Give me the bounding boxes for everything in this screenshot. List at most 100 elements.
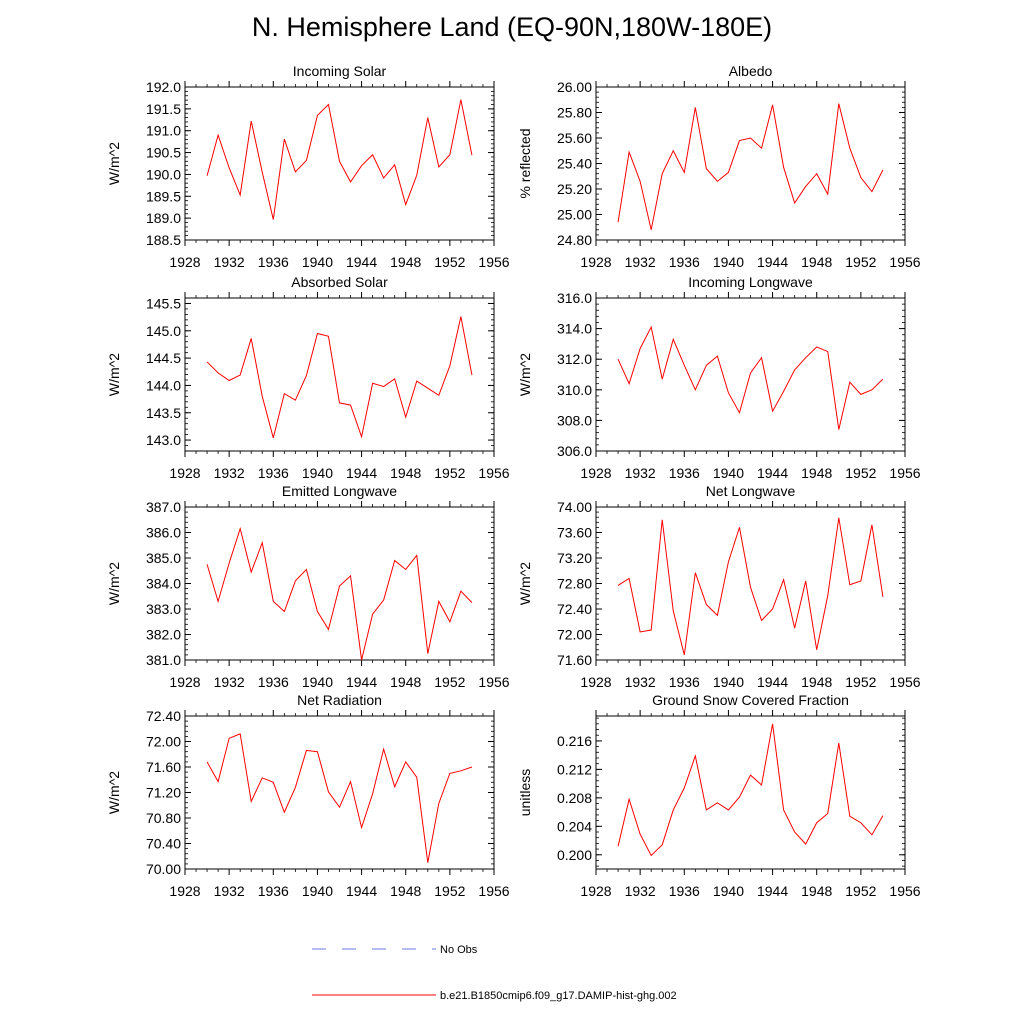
y-axis-label: W/m^2 xyxy=(106,771,122,814)
y-tick-label: 145.5 xyxy=(146,295,181,311)
x-tick-label: 1936 xyxy=(258,674,289,690)
y-tick-label: 0.208 xyxy=(557,790,592,806)
x-tick-label: 1928 xyxy=(580,465,611,481)
x-tick-label: 1928 xyxy=(169,883,200,899)
y-tick-label: 308.0 xyxy=(557,412,592,428)
chart-panel: Net Radiation W/m^2 70.00 70.40 70.80 71.20 71… xyxy=(106,692,510,899)
panel-title: Incoming Solar xyxy=(293,63,387,79)
y-tick-label: 306.0 xyxy=(557,443,592,459)
chart-panel: Incoming Solar W/m^2 188.5 189.0 189.5 190.0 1… xyxy=(106,63,510,270)
y-tick-label: 24.80 xyxy=(557,232,592,248)
x-tick-label: 1932 xyxy=(214,674,245,690)
y-tick-label: 316.0 xyxy=(557,290,592,306)
y-tick-label: 383.0 xyxy=(146,601,181,617)
chart-panel: Net Longwave W/m^2 71.60 72.00 72.40 72.80 73.… xyxy=(517,483,921,690)
x-tick-label: 1956 xyxy=(478,465,509,481)
y-tick-label: 189.5 xyxy=(146,188,181,204)
plot-frame xyxy=(184,297,495,452)
y-tick-label: 189.0 xyxy=(146,210,181,226)
y-tick-label: 72.40 xyxy=(146,708,181,724)
y-axis-label: W/m^2 xyxy=(517,353,533,396)
x-tick-label: 1928 xyxy=(580,254,611,270)
plot-frame xyxy=(595,506,906,661)
x-tick-label: 1932 xyxy=(625,254,656,270)
plot-frame xyxy=(595,715,906,870)
x-tick-label: 1928 xyxy=(169,465,200,481)
y-tick-label: 71.60 xyxy=(557,652,592,668)
x-tick-label: 1944 xyxy=(346,254,377,270)
x-tick-label: 1932 xyxy=(625,674,656,690)
x-tick-label: 1932 xyxy=(214,883,245,899)
x-tick-label: 1952 xyxy=(845,254,876,270)
x-tick-label: 1944 xyxy=(346,465,377,481)
legend-model-label: b.e21.B1850cmip6.f09_g17.DAMIP-hist-ghg.… xyxy=(440,990,677,1002)
figure-title: N. Hemisphere Land (EQ-90N,180W-180E) xyxy=(251,12,773,42)
y-tick-label: 144.5 xyxy=(146,350,181,366)
y-tick-label: 72.80 xyxy=(557,576,592,592)
x-tick-label: 1928 xyxy=(580,674,611,690)
x-tick-label: 1952 xyxy=(434,883,465,899)
y-tick-label: 190.5 xyxy=(146,145,181,161)
x-tick-label: 1936 xyxy=(669,465,700,481)
x-tick-label: 1956 xyxy=(478,254,509,270)
data-series-line xyxy=(617,723,884,857)
x-tick-label: 1944 xyxy=(757,254,788,270)
y-tick-label: 0.200 xyxy=(557,847,592,863)
y-tick-label: 74.00 xyxy=(557,499,592,515)
x-tick-label: 1932 xyxy=(625,465,656,481)
x-tick-label: 1940 xyxy=(302,465,333,481)
x-tick-label: 1944 xyxy=(346,883,377,899)
y-axis-label: W/m^2 xyxy=(106,562,122,605)
y-tick-label: 144.0 xyxy=(146,377,181,393)
y-tick-label: 382.0 xyxy=(146,627,181,643)
x-tick-label: 1944 xyxy=(757,674,788,690)
y-tick-label: 73.20 xyxy=(557,550,592,566)
chart-panel: Emitted Longwave W/m^2 381.0 382.0 383.0 384.… xyxy=(106,483,510,690)
x-tick-label: 1948 xyxy=(801,465,832,481)
y-tick-label: 72.00 xyxy=(146,734,181,750)
x-tick-label: 1956 xyxy=(889,465,920,481)
x-tick-label: 1952 xyxy=(434,254,465,270)
x-tick-label: 1936 xyxy=(669,254,700,270)
y-axis-label: W/m^2 xyxy=(517,562,533,605)
y-tick-label: 70.00 xyxy=(146,861,181,877)
panel-title: Net Longwave xyxy=(706,483,796,499)
y-tick-label: 384.0 xyxy=(146,576,181,592)
chart-panel: Absorbed Solar W/m^2 143.0 143.5 144.0 144.5 1… xyxy=(106,274,510,481)
x-tick-label: 1932 xyxy=(625,883,656,899)
y-axis-label: % reflected xyxy=(517,128,533,198)
legend-obs-label: No Obs xyxy=(440,944,478,956)
panel-title: Albedo xyxy=(729,63,773,79)
y-tick-label: 188.5 xyxy=(146,232,181,248)
chart-panel: Incoming Longwave W/m^2 306.0 308.0 310.0 312… xyxy=(517,274,921,481)
y-tick-label: 191.5 xyxy=(146,101,181,117)
x-tick-label: 1928 xyxy=(169,674,200,690)
x-tick-label: 1940 xyxy=(302,674,333,690)
x-tick-label: 1948 xyxy=(801,254,832,270)
y-tick-label: 387.0 xyxy=(146,499,181,515)
x-tick-label: 1948 xyxy=(801,883,832,899)
x-tick-label: 1936 xyxy=(669,883,700,899)
y-tick-label: 73.60 xyxy=(557,525,592,541)
x-tick-label: 1956 xyxy=(889,883,920,899)
y-tick-label: 71.20 xyxy=(146,785,181,801)
x-tick-label: 1940 xyxy=(302,883,333,899)
y-tick-label: 192.0 xyxy=(146,79,181,95)
y-tick-label: 314.0 xyxy=(557,321,592,337)
x-tick-label: 1952 xyxy=(434,465,465,481)
y-tick-label: 385.0 xyxy=(146,550,181,566)
plot-frame xyxy=(595,86,906,241)
panel-title: Ground Snow Covered Fraction xyxy=(652,692,849,708)
x-tick-label: 1940 xyxy=(713,465,744,481)
plot-frame xyxy=(184,715,495,870)
y-axis-label: unitless xyxy=(517,769,533,816)
y-tick-label: 25.40 xyxy=(557,156,592,172)
y-tick-label: 312.0 xyxy=(557,351,592,367)
y-tick-label: 191.0 xyxy=(146,123,181,139)
x-tick-label: 1952 xyxy=(845,674,876,690)
x-tick-label: 1932 xyxy=(214,465,245,481)
x-tick-label: 1948 xyxy=(390,254,421,270)
data-series-line xyxy=(617,517,884,656)
x-tick-label: 1956 xyxy=(889,254,920,270)
